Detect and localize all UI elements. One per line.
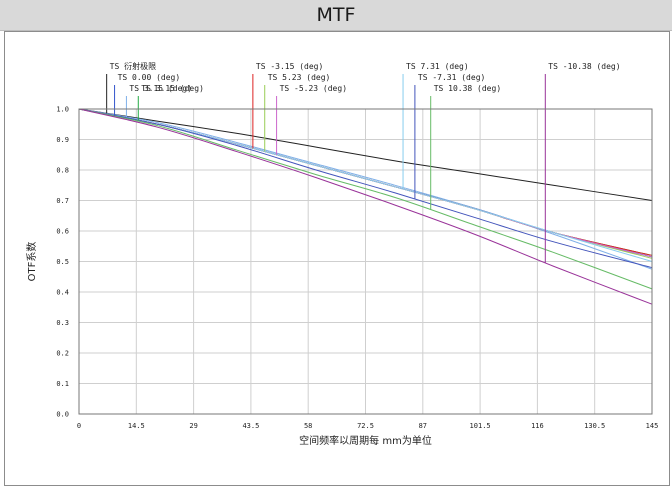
legend-label: TS -7.31 (deg) xyxy=(418,73,485,82)
legend-label: TS -10.38 (deg) xyxy=(548,62,620,71)
y-tick-label: 0.9 xyxy=(56,136,69,144)
y-tick-label: 1.0 xyxy=(56,106,69,114)
y-tick-label: 0.4 xyxy=(56,289,69,297)
series-line xyxy=(78,108,653,290)
mtf-chart: TS 衍射极限 TS 0.00 (deg) TS 3.15 (deg)TS 3.15… xyxy=(25,61,658,447)
y-tick-label: 0.0 xyxy=(56,411,69,419)
plot-border xyxy=(78,108,653,415)
x-tick-label: 0 xyxy=(77,422,81,430)
y-tick-label: 0.6 xyxy=(56,228,69,236)
curves xyxy=(78,108,653,305)
x-tick-label: 29 xyxy=(189,422,197,430)
legend-label: TS -5.23 (deg) xyxy=(280,84,347,93)
x-axis-label: 空间频率以周期每 mm为单位 xyxy=(299,434,432,447)
window-title-bar: MTF xyxy=(0,0,672,31)
grid xyxy=(78,108,653,415)
x-tick-label: 116 xyxy=(531,422,544,430)
legend-label: TS 3.15 (deg) xyxy=(129,84,192,93)
legend-label: TS 5.23 (deg) xyxy=(268,73,331,82)
x-tick-label: 130.5 xyxy=(584,422,605,430)
legend-markers: TS 衍射极限 TS 0.00 (deg) TS 3.15 (deg)TS 3.15… xyxy=(106,61,621,263)
plot-frame: TS 衍射极限 TS 0.00 (deg) TS 3.15 (deg) TS 3.15… xyxy=(4,31,670,486)
y-axis-label: OTF系数 xyxy=(25,242,38,282)
window-title: MTF xyxy=(316,4,356,26)
y-tick-label: 0.8 xyxy=(56,167,69,175)
legend-label: TS -3.15 (deg) xyxy=(256,62,323,71)
series-line xyxy=(78,108,653,201)
legend-label: TS 3.15 (deg) xyxy=(141,84,204,93)
x-tick-label: 101.5 xyxy=(470,422,491,430)
axes: 0 14.5 29 43.5 58 72.5 87 101.5 116 130.5 145 0.0 0.… xyxy=(56,106,658,431)
legend-label: TS 0.00 (deg) xyxy=(118,73,181,82)
legend-label: TS 7.31 (deg) xyxy=(406,62,469,71)
x-tick-label: 72.5 xyxy=(357,422,374,430)
series-line xyxy=(78,108,653,269)
x-tick-label: 58 xyxy=(304,422,312,430)
y-tick-label: 0.1 xyxy=(56,380,69,388)
x-tick-label: 14.5 xyxy=(128,422,145,430)
y-tick-label: 0.7 xyxy=(56,197,69,205)
y-tick-label: 0.5 xyxy=(56,258,69,266)
series-line xyxy=(78,108,653,305)
legend-label: TS 衍射极限 xyxy=(110,61,156,71)
y-tick-label: 0.3 xyxy=(56,319,69,327)
legend-label: TS 10.38 (deg) xyxy=(434,84,501,93)
x-tick-label: 87 xyxy=(419,422,427,430)
x-tick-label: 145 xyxy=(646,422,659,430)
series-line xyxy=(78,108,653,270)
y-tick-label: 0.2 xyxy=(56,350,69,358)
x-tick-label: 43.5 xyxy=(242,422,259,430)
